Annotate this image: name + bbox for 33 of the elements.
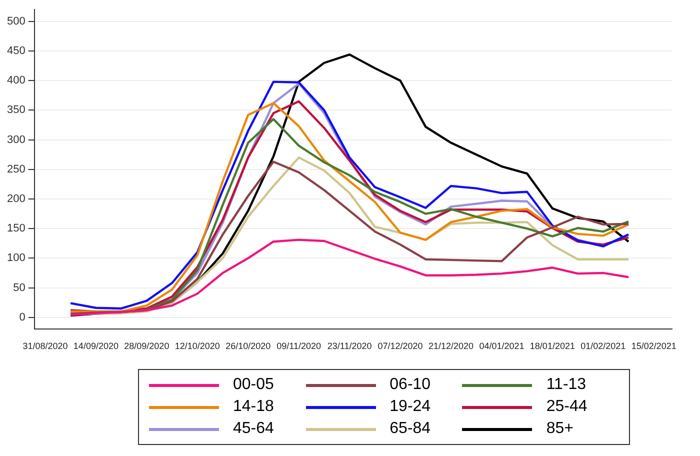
y-tick-label: 250 xyxy=(6,163,26,176)
y-tick-label: 450 xyxy=(6,45,26,58)
x-tick-label: 12/10/2020 xyxy=(174,341,220,352)
y-tick-label: 0 xyxy=(19,311,26,324)
legend-label: 00-05 xyxy=(233,376,274,394)
x-tick-label: 14/09/2020 xyxy=(73,341,118,352)
x-tick-label: 18/01/2021 xyxy=(530,341,575,352)
legend-label: 45-64 xyxy=(233,420,274,438)
x-tick-label: 09/11/2020 xyxy=(276,341,322,352)
legend-label: 11-13 xyxy=(546,376,586,394)
legend-label: 06-10 xyxy=(390,376,431,394)
y-tick-label: 500 xyxy=(6,15,26,28)
y-tick-label: 50 xyxy=(13,282,26,294)
x-tick-label: 15/02/2021 xyxy=(631,341,676,352)
x-tick-label: 04/01/2021 xyxy=(479,341,524,352)
y-tick-label: 100 xyxy=(6,252,26,264)
x-tick-label: 28/09/2020 xyxy=(124,341,170,352)
legend-label: 19-24 xyxy=(390,398,431,416)
y-tick-label: 400 xyxy=(6,74,26,87)
y-tick-label: 300 xyxy=(6,134,26,146)
y-tick-label: 200 xyxy=(6,193,26,206)
legend-label: 65-84 xyxy=(390,420,431,438)
y-tick-label: 350 xyxy=(6,104,26,116)
x-tick-label: 26/10/2020 xyxy=(226,341,271,352)
legend-label: 14-18 xyxy=(233,398,274,416)
x-tick-label: 21/12/2020 xyxy=(428,341,474,352)
x-tick-label: 31/08/2020 xyxy=(22,341,68,352)
legend-label: 25-44 xyxy=(546,398,588,416)
x-tick-label: 01/02/2021 xyxy=(580,341,626,352)
y-tick-label: 150 xyxy=(6,222,26,235)
x-tick-label: 07/12/2020 xyxy=(378,341,423,352)
legend-label: 85+ xyxy=(546,420,574,438)
x-tick-label: 23/11/2020 xyxy=(327,341,372,352)
